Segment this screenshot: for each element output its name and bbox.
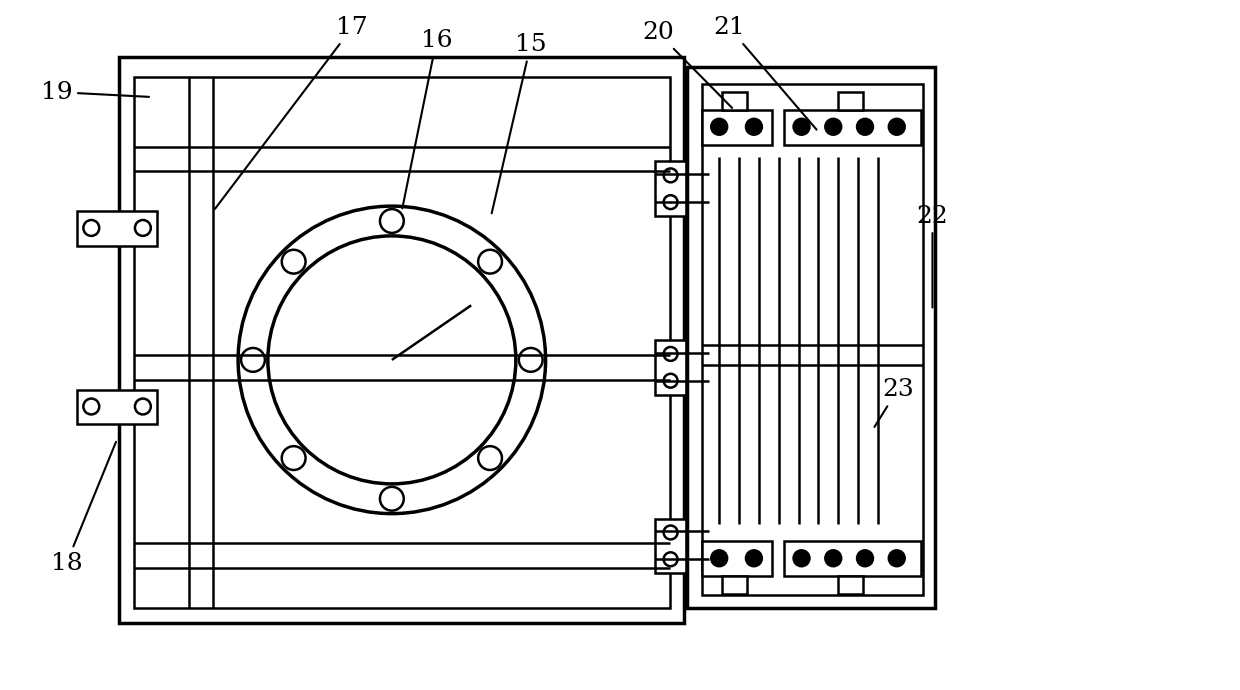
- Bar: [134, 77, 670, 608]
- Bar: [702, 542, 771, 576]
- Circle shape: [663, 195, 677, 209]
- Bar: [784, 110, 920, 145]
- Circle shape: [826, 119, 841, 135]
- Text: 21: 21: [713, 16, 817, 130]
- Circle shape: [794, 551, 810, 566]
- Bar: [77, 390, 156, 424]
- Text: 20: 20: [642, 21, 732, 108]
- Text: 15: 15: [492, 33, 547, 213]
- Circle shape: [281, 446, 305, 470]
- Circle shape: [794, 119, 810, 135]
- Text: 18: 18: [51, 442, 117, 575]
- Bar: [838, 576, 863, 594]
- Text: 23: 23: [874, 378, 914, 427]
- Circle shape: [135, 399, 151, 415]
- Circle shape: [241, 348, 265, 372]
- Circle shape: [889, 119, 905, 135]
- Circle shape: [889, 551, 905, 566]
- Circle shape: [663, 347, 677, 361]
- Bar: [702, 110, 771, 145]
- Text: 22: 22: [916, 204, 949, 308]
- Bar: [722, 576, 746, 594]
- Bar: [119, 57, 684, 623]
- Circle shape: [281, 250, 305, 273]
- Circle shape: [663, 374, 677, 388]
- Circle shape: [712, 551, 727, 566]
- Bar: [702, 84, 923, 595]
- Circle shape: [83, 220, 99, 236]
- Circle shape: [379, 487, 404, 511]
- Circle shape: [712, 119, 727, 135]
- Bar: [722, 92, 746, 110]
- Circle shape: [479, 446, 502, 470]
- Circle shape: [663, 168, 677, 182]
- Circle shape: [857, 119, 873, 135]
- Text: 16: 16: [402, 29, 453, 208]
- Circle shape: [746, 119, 761, 135]
- Circle shape: [663, 552, 677, 566]
- Bar: [655, 519, 687, 573]
- Circle shape: [479, 250, 502, 273]
- Circle shape: [826, 551, 841, 566]
- Circle shape: [379, 209, 404, 233]
- Bar: [687, 67, 935, 608]
- Circle shape: [518, 348, 543, 372]
- Text: 19: 19: [41, 81, 149, 104]
- Text: 17: 17: [215, 16, 368, 209]
- Bar: [784, 542, 920, 576]
- Circle shape: [857, 551, 873, 566]
- Circle shape: [746, 551, 761, 566]
- Circle shape: [135, 220, 151, 236]
- Circle shape: [83, 399, 99, 415]
- Circle shape: [663, 526, 677, 540]
- Bar: [77, 211, 156, 246]
- Bar: [838, 92, 863, 110]
- Bar: [655, 340, 687, 395]
- Bar: [655, 161, 687, 216]
